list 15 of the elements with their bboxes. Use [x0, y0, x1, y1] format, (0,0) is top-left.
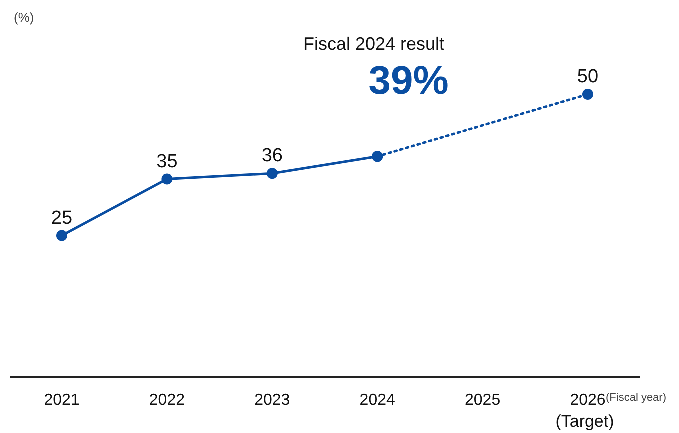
- data-label: 25: [51, 208, 73, 229]
- text: (Target): [554, 412, 616, 432]
- text: Fiscal 2024 result: [302, 34, 446, 55]
- x-axis-title: (Fiscal year): [606, 392, 667, 404]
- x-tick-label: 2021: [44, 392, 80, 409]
- x-tick-label: 2024: [360, 392, 396, 409]
- data-label: 36: [262, 146, 283, 167]
- annotation: 39%: [368, 58, 450, 104]
- x-tick-label: 2026: [570, 392, 606, 409]
- data-label: 50: [577, 66, 599, 88]
- x-tick-label: 2023: [254, 392, 290, 409]
- x-tick-label: 2022: [149, 392, 186, 409]
- text: (%): [14, 10, 34, 25]
- data-label: 35: [156, 151, 178, 172]
- x-tick-label: 2025: [465, 392, 501, 409]
